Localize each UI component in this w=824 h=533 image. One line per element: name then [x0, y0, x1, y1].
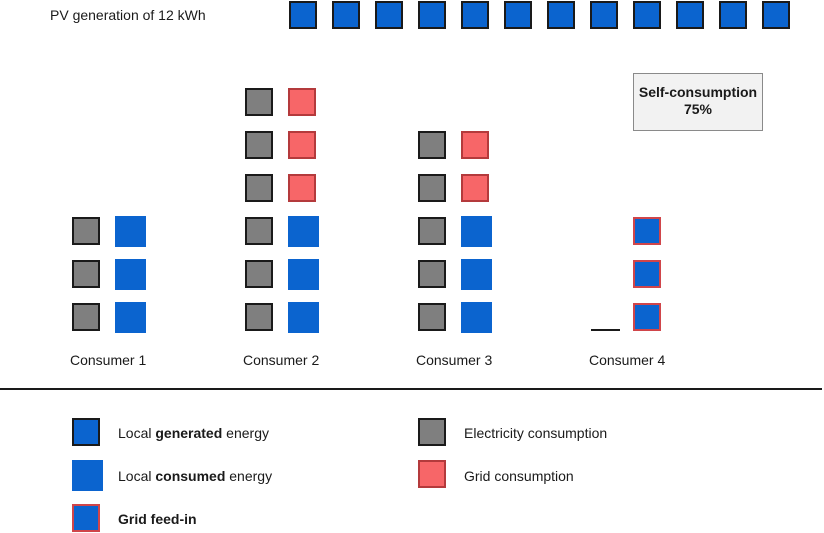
local-consumed-block	[115, 216, 146, 247]
divider-line	[0, 388, 822, 390]
consumption-block	[418, 174, 446, 202]
pv-block	[676, 1, 704, 29]
feed-in-block	[633, 217, 661, 245]
local-consumed-block	[288, 259, 319, 290]
grid-consumption-block	[288, 131, 316, 159]
legend-generated-swatch	[72, 418, 100, 446]
self-consumption-box: Self-consumption 75%	[633, 73, 763, 131]
pv-block	[590, 1, 618, 29]
pv-block	[375, 1, 403, 29]
pv-block	[418, 1, 446, 29]
legend-consumed-label: Local consumed energy	[118, 468, 273, 484]
local-consumed-block	[115, 259, 146, 290]
pv-block	[504, 1, 532, 29]
legend-generated-label: Local generated energy	[118, 425, 269, 441]
pv-block	[547, 1, 575, 29]
feed-in-block	[633, 303, 661, 331]
legend-grid-swatch	[418, 460, 446, 488]
local-consumed-block	[461, 216, 492, 247]
consumption-block	[245, 260, 273, 288]
legend-electricity-label: Electricity consumption	[464, 425, 608, 441]
pv-block	[332, 1, 360, 29]
pv-block	[289, 1, 317, 29]
consumption-block	[245, 303, 273, 331]
self-consumption-label: Self-consumption	[638, 84, 758, 100]
consumer-2-label: Consumer 2	[243, 352, 320, 368]
consumption-block	[72, 217, 100, 245]
pv-block	[633, 1, 661, 29]
consumer-3-label: Consumer 3	[416, 352, 493, 368]
consumption-block	[245, 131, 273, 159]
consumption-block	[245, 88, 273, 116]
consumption-block	[72, 303, 100, 331]
consumer-4-label: Consumer 4	[589, 352, 666, 368]
grid-consumption-block	[461, 174, 489, 202]
local-consumed-block	[288, 216, 319, 247]
consumption-block	[418, 260, 446, 288]
legend-grid-label: Grid consumption	[464, 468, 574, 484]
legend-electricity-swatch	[418, 418, 446, 446]
legend-consumed-swatch	[72, 460, 103, 491]
zero-consumption-dash	[591, 329, 620, 331]
consumer-1-label: Consumer 1	[70, 352, 147, 368]
consumption-block	[418, 131, 446, 159]
consumption-block	[72, 260, 100, 288]
local-consumed-block	[461, 259, 492, 290]
pv-block	[461, 1, 489, 29]
pv-block	[762, 1, 790, 29]
feed-in-block	[633, 260, 661, 288]
local-consumed-block	[461, 302, 492, 333]
consumption-block	[245, 217, 273, 245]
pv-block	[719, 1, 747, 29]
pv-generation-title: PV generation of 12 kWh	[50, 7, 206, 23]
local-consumed-block	[115, 302, 146, 333]
consumption-block	[245, 174, 273, 202]
consumption-block	[418, 217, 446, 245]
legend-feed-in-label: Grid feed-in	[118, 511, 197, 527]
grid-consumption-block	[461, 131, 489, 159]
self-consumption-value: 75%	[683, 101, 713, 117]
grid-consumption-block	[288, 174, 316, 202]
grid-consumption-block	[288, 88, 316, 116]
local-consumed-block	[288, 302, 319, 333]
legend-feed-in-swatch	[72, 504, 100, 532]
consumption-block	[418, 303, 446, 331]
